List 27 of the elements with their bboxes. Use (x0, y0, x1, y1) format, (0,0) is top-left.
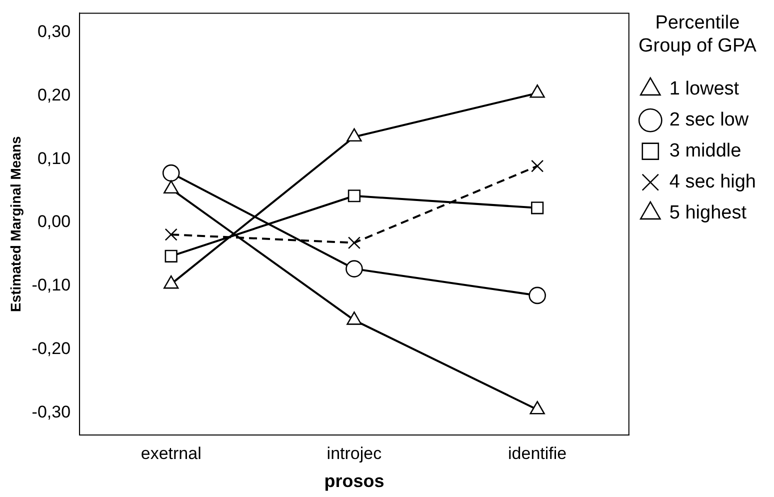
point (164, 228, 178, 241)
y-axis-title: Estimated Marginal Means (7, 136, 24, 312)
legend-label: 5 highest (669, 202, 748, 224)
y-tick-label: -0,30 (32, 402, 71, 422)
x-axis-title: prosos (324, 471, 384, 492)
point (348, 236, 361, 250)
point (162, 164, 180, 182)
point (348, 190, 361, 202)
point (531, 160, 544, 172)
y-tick-label: -0,10 (32, 276, 71, 295)
point (528, 286, 546, 304)
x-tick-label: exetrnal (140, 444, 202, 463)
legend-label: 4 sec high (669, 172, 756, 193)
point (531, 202, 544, 214)
x-tick-label: identifie (508, 444, 567, 463)
legend-label: 3 middle (669, 140, 742, 162)
y-tick-label: 0,10 (37, 148, 71, 168)
y-tick-label: -0,20 (32, 339, 71, 358)
legend-label: 1 lowest (669, 78, 740, 100)
y-tick-label: 0,00 (37, 212, 71, 232)
legend-label: 2 sec low (669, 110, 749, 131)
y-tick-label: 0,30 (37, 22, 71, 41)
point (346, 260, 363, 278)
x-tick-label: introjec (326, 444, 382, 463)
y-tick-label: 0,20 (37, 85, 71, 104)
legend-title: Percentile Group of GPA (638, 12, 757, 57)
point (164, 250, 178, 262)
